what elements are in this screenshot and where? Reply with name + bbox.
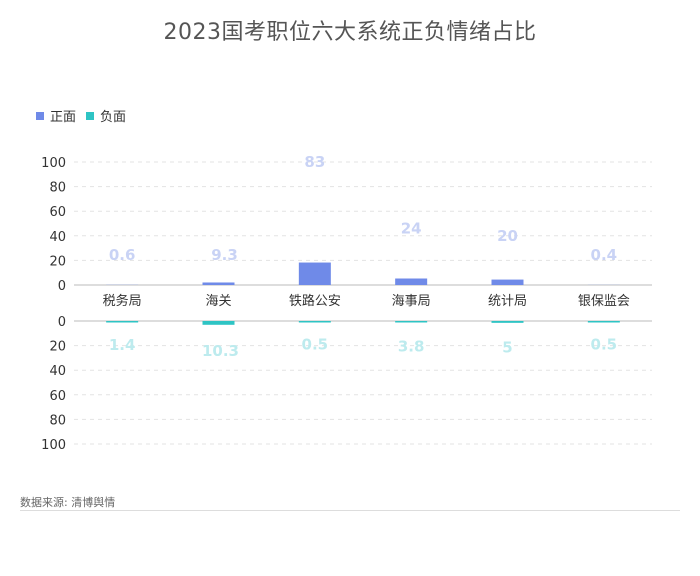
legend-item-positive[interactable]: 正面 — [36, 106, 76, 125]
y-tick-label-bottom: 40 — [49, 364, 66, 379]
legend-swatch-negative — [86, 111, 95, 120]
bar-positive — [298, 262, 331, 285]
y-tick-label-top: 80 — [49, 181, 66, 196]
x-category-label: 海事局 — [392, 294, 431, 309]
data-label-positive: 20 — [497, 227, 518, 245]
bar-negative — [395, 321, 428, 323]
bar-positive — [491, 279, 524, 285]
data-label-negative: 1.4 — [109, 336, 136, 354]
data-label-negative: 5 — [502, 339, 512, 357]
bar-negative — [202, 321, 235, 325]
x-category-label: 铁路公安 — [289, 293, 341, 309]
y-tick-label-bottom: 100 — [41, 438, 66, 453]
y-tick-label-top: 60 — [49, 205, 66, 220]
chart-title: 2023国考职位六大系统正负情绪占比 — [163, 20, 537, 45]
bar-positive — [395, 278, 428, 285]
y-tick-label-top: 20 — [49, 254, 66, 269]
y-tick-label-bottom: 0 — [58, 315, 66, 330]
legend-swatch-positive — [36, 111, 44, 120]
bar-negative — [106, 321, 139, 323]
x-category-label: 海关 — [205, 294, 231, 309]
legend: 正面 负面 — [36, 106, 136, 125]
data-label-negative: 0.5 — [591, 335, 618, 353]
data-label-positive: 83 — [304, 153, 325, 171]
data-label-positive: 0.6 — [109, 246, 136, 264]
y-tick-label-bottom: 20 — [49, 340, 66, 355]
data-label-negative: 0.5 — [302, 335, 329, 353]
source-note: 数据来源: 清博舆情 — [20, 496, 116, 509]
data-label-positive: 24 — [401, 219, 422, 237]
legend-label-positive: 正面 — [50, 110, 77, 125]
legend-label-negative: 负面 — [100, 110, 127, 125]
data-label-negative: 3.8 — [398, 338, 425, 356]
bar-negative — [298, 321, 331, 323]
y-tick-label-top: 0 — [58, 279, 66, 294]
legend-item-negative[interactable]: 负面 — [86, 106, 126, 125]
data-label-positive: 0.4 — [591, 246, 618, 264]
x-category-label: 银保监会 — [578, 294, 630, 309]
x-category-label: 统计局 — [488, 294, 527, 309]
y-tick-label-top: 100 — [41, 156, 66, 171]
y-tick-label-bottom: 60 — [49, 389, 66, 404]
bar-positive — [202, 282, 235, 285]
source-divider — [20, 510, 680, 511]
x-category-label: 税务局 — [103, 293, 142, 309]
bar-negative — [491, 321, 524, 323]
bar-negative — [587, 321, 620, 323]
data-label-positive: 9.3 — [211, 246, 238, 264]
y-tick-label-top: 40 — [49, 230, 66, 245]
y-tick-label-bottom: 80 — [49, 413, 66, 428]
data-label-negative: 10.3 — [202, 342, 239, 360]
